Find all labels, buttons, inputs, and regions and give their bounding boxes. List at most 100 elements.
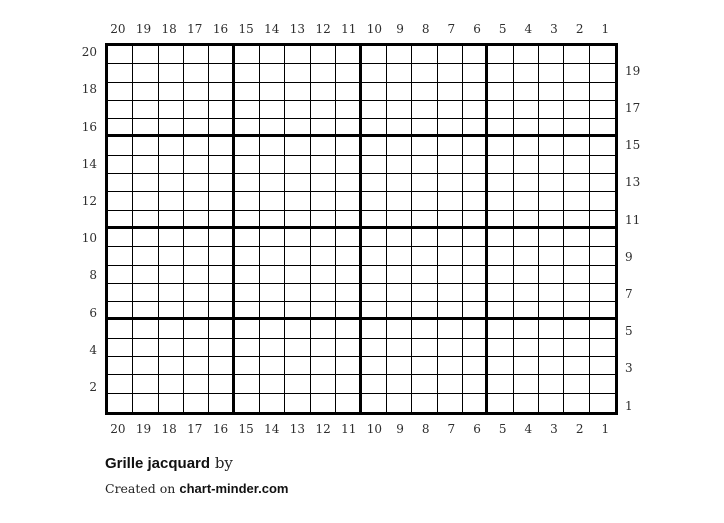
row-label-right xyxy=(621,43,649,62)
grid-cell xyxy=(209,357,235,376)
grid-cell xyxy=(336,265,362,284)
grid-cell xyxy=(488,100,514,120)
grid-cell xyxy=(158,302,185,321)
grid-cell xyxy=(209,100,235,120)
grid-cell xyxy=(437,100,463,120)
grid-cell xyxy=(361,210,387,229)
grid-cell xyxy=(437,302,463,321)
grid-cell xyxy=(361,247,387,266)
column-label-top: 9 xyxy=(396,22,404,36)
row-label-left: 2 xyxy=(89,379,97,394)
column-label-top: 13 xyxy=(289,22,306,36)
grid-cell xyxy=(361,137,387,156)
grid-cell xyxy=(108,174,134,193)
grid-cell xyxy=(538,46,565,65)
grid-cell xyxy=(158,357,185,376)
grid-cell xyxy=(285,210,311,229)
grid-cell xyxy=(260,174,286,193)
grid-cell xyxy=(589,155,615,175)
grid-cell xyxy=(108,82,134,101)
grid-cell xyxy=(310,174,337,193)
grid-cell xyxy=(260,338,286,358)
column-label-bottom: 6 xyxy=(473,422,481,436)
grid-cell xyxy=(260,283,286,303)
column-label-top: 7 xyxy=(447,22,456,36)
column-label-bottom: 14 xyxy=(264,422,280,436)
row-label-left: 10 xyxy=(81,231,97,246)
grid-cell xyxy=(386,64,413,83)
grid-cell xyxy=(260,228,286,248)
column-label-bottom: 20 xyxy=(110,422,126,436)
grid-cell xyxy=(437,393,463,412)
grid-cell xyxy=(462,64,489,83)
grid-cell xyxy=(564,247,590,266)
grid-cell xyxy=(361,64,387,83)
grid-cell xyxy=(538,82,565,101)
grid-cell xyxy=(386,375,413,394)
grid-cell xyxy=(361,174,387,193)
grid-cell xyxy=(133,228,159,248)
grid-cell xyxy=(158,192,185,211)
grid-cell xyxy=(260,247,286,266)
grid-cell xyxy=(589,210,615,229)
grid-cell xyxy=(513,265,539,284)
grid-cell xyxy=(285,192,311,211)
grid-cell xyxy=(285,137,311,156)
grid-cell xyxy=(108,338,134,358)
grid-cell xyxy=(108,192,134,211)
grid-cell xyxy=(437,210,463,229)
grid-cell xyxy=(589,64,615,83)
grid-cell xyxy=(209,247,235,266)
grid-cell xyxy=(462,119,489,138)
grid-cell xyxy=(133,46,159,65)
grid-cell xyxy=(564,174,590,193)
grid-cell xyxy=(310,46,337,65)
grid-cell xyxy=(260,119,286,138)
grid-cell xyxy=(462,46,489,65)
row-label-right: 3 xyxy=(625,361,633,376)
grid-cell xyxy=(209,64,235,83)
grid-cell xyxy=(412,283,438,303)
column-label-bottom: 1 xyxy=(601,422,610,436)
row-label-right xyxy=(621,192,649,211)
grid-cell xyxy=(513,64,539,83)
grid-cell xyxy=(184,375,210,394)
grid-cell xyxy=(538,119,565,138)
column-label-bottom: 15 xyxy=(238,422,254,436)
grid-cell xyxy=(234,357,261,376)
grid-cell xyxy=(336,393,362,412)
grid-cell xyxy=(108,155,134,175)
grid-cell xyxy=(184,357,210,376)
grid-cell xyxy=(513,192,539,211)
grid-cell xyxy=(361,302,387,321)
column-label-bottom: 5 xyxy=(498,422,507,436)
grid-cell xyxy=(412,46,438,65)
grid-cell xyxy=(589,338,615,358)
grid-cell xyxy=(412,228,438,248)
grid-cell xyxy=(589,393,615,412)
grid-cell xyxy=(336,338,362,358)
grid-cell xyxy=(386,192,413,211)
grid-cell xyxy=(285,338,311,358)
grid-cell xyxy=(260,137,286,156)
grid-cell xyxy=(184,64,210,83)
row-label-left: 16 xyxy=(81,119,97,134)
grid-cell xyxy=(234,192,261,211)
grid-cell xyxy=(133,265,159,284)
grid-cell xyxy=(108,137,134,156)
grid-cell xyxy=(361,393,387,412)
column-label-bottom: 10 xyxy=(366,422,383,436)
grid-cell xyxy=(234,283,261,303)
grid-cell xyxy=(386,228,413,248)
grid-cell xyxy=(260,192,286,211)
grid-cell xyxy=(285,64,311,83)
grid-cell xyxy=(234,119,261,138)
grid-cell xyxy=(564,302,590,321)
grid-cell xyxy=(386,320,413,339)
grid-cell xyxy=(412,64,438,83)
grid-cell xyxy=(488,82,514,101)
grid-cell xyxy=(310,119,337,138)
grid-cell xyxy=(564,357,590,376)
row-label-left: 14 xyxy=(81,156,97,171)
row-label-left: 12 xyxy=(81,194,97,209)
